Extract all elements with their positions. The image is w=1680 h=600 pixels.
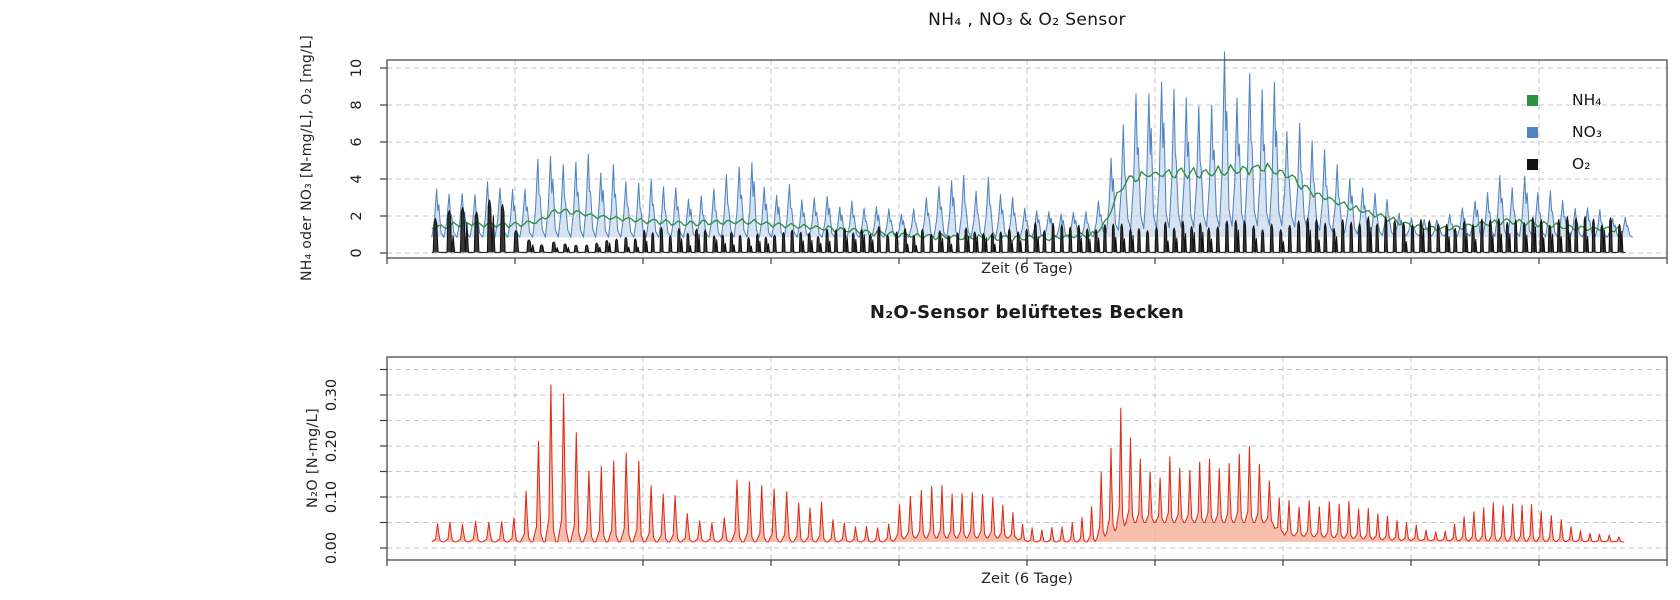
y-tick-label: 0.00 (324, 531, 340, 565)
legend-swatch-icon (1527, 126, 1538, 138)
legend-label: NO₃ (1572, 123, 1603, 141)
y-tick-label: 0.20 (324, 429, 340, 463)
legend-swatch-icon (1527, 94, 1538, 106)
legend-swatch-icon (1527, 158, 1538, 170)
y-tick-label: 4 (349, 174, 365, 184)
y-tick-label: 2 (349, 211, 365, 221)
chart1-title: NH₄ , NO₃ & O₂ Sensor (928, 10, 1126, 30)
plot-box (386, 59, 1668, 259)
y-tick-label: 6 (349, 137, 365, 147)
series-line-N₂O (431, 384, 1625, 543)
legend-label: O₂ (1572, 155, 1591, 173)
chart1-xlabel: Zeit (6 Tage) (981, 261, 1073, 277)
y-tick-label: 0.30 (324, 378, 340, 412)
chart2-xlabel: Zeit (6 Tage) (981, 571, 1073, 587)
y-tick-label: 8 (349, 100, 365, 110)
y-tick-label: 0 (349, 248, 365, 258)
legend: NH₄ NO₃ O₂ (1527, 84, 1602, 180)
y-tick-label: 0.10 (324, 480, 340, 514)
series-fill-N₂O (431, 385, 1625, 542)
legend-item-O₂: O₂ (1527, 148, 1602, 180)
y-tick-label: 10 (349, 58, 365, 78)
legend-item-NH₄: NH₄ (1527, 84, 1602, 116)
plot-box (386, 356, 1668, 561)
legend-item-NO₃: NO₃ (1527, 116, 1602, 148)
series-line-O₂ (431, 199, 1626, 253)
legend-label: NH₄ (1572, 91, 1602, 109)
chart2-title: N₂O-Sensor belüftetes Becken (869, 302, 1185, 323)
chart1-ylabel: NH₄ oder NO₃ [N-mg/L], O₂ [mg/L] (299, 35, 315, 281)
series-fill-NO₃ (431, 51, 1633, 238)
chart2-ylabel: N₂O [N-mg/L] (305, 408, 321, 508)
